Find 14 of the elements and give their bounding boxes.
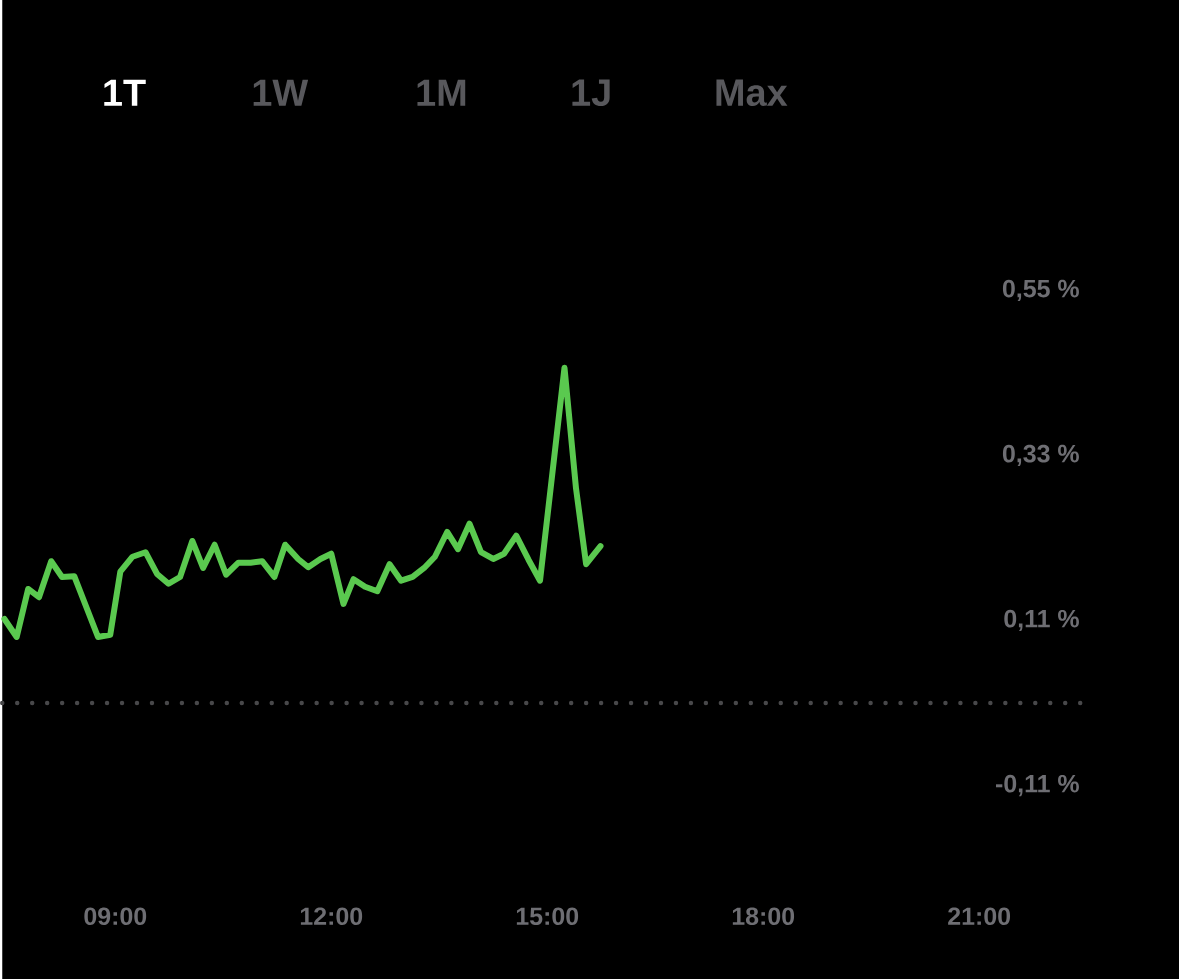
x-tick-label: 09:00 (84, 907, 147, 926)
x-tick-label: 12:00 (300, 907, 363, 926)
y-tick-label: 0,55 % (1002, 279, 1079, 302)
text: 1T (104, 79, 146, 106)
text: 1W (253, 79, 309, 106)
y-tick-label: -0,11 % (995, 774, 1079, 797)
y-tick-label: 0,33 % (1002, 444, 1079, 467)
y-tick-label: 0,11 % (1004, 609, 1079, 632)
text: 1M (417, 79, 466, 106)
x-tick-label: 18:00 (732, 907, 795, 926)
x-tick-label: 21:00 (948, 907, 1011, 926)
text: Max (716, 79, 788, 106)
x-tick-label: 15:00 (516, 907, 579, 926)
text: 1J (572, 79, 610, 106)
